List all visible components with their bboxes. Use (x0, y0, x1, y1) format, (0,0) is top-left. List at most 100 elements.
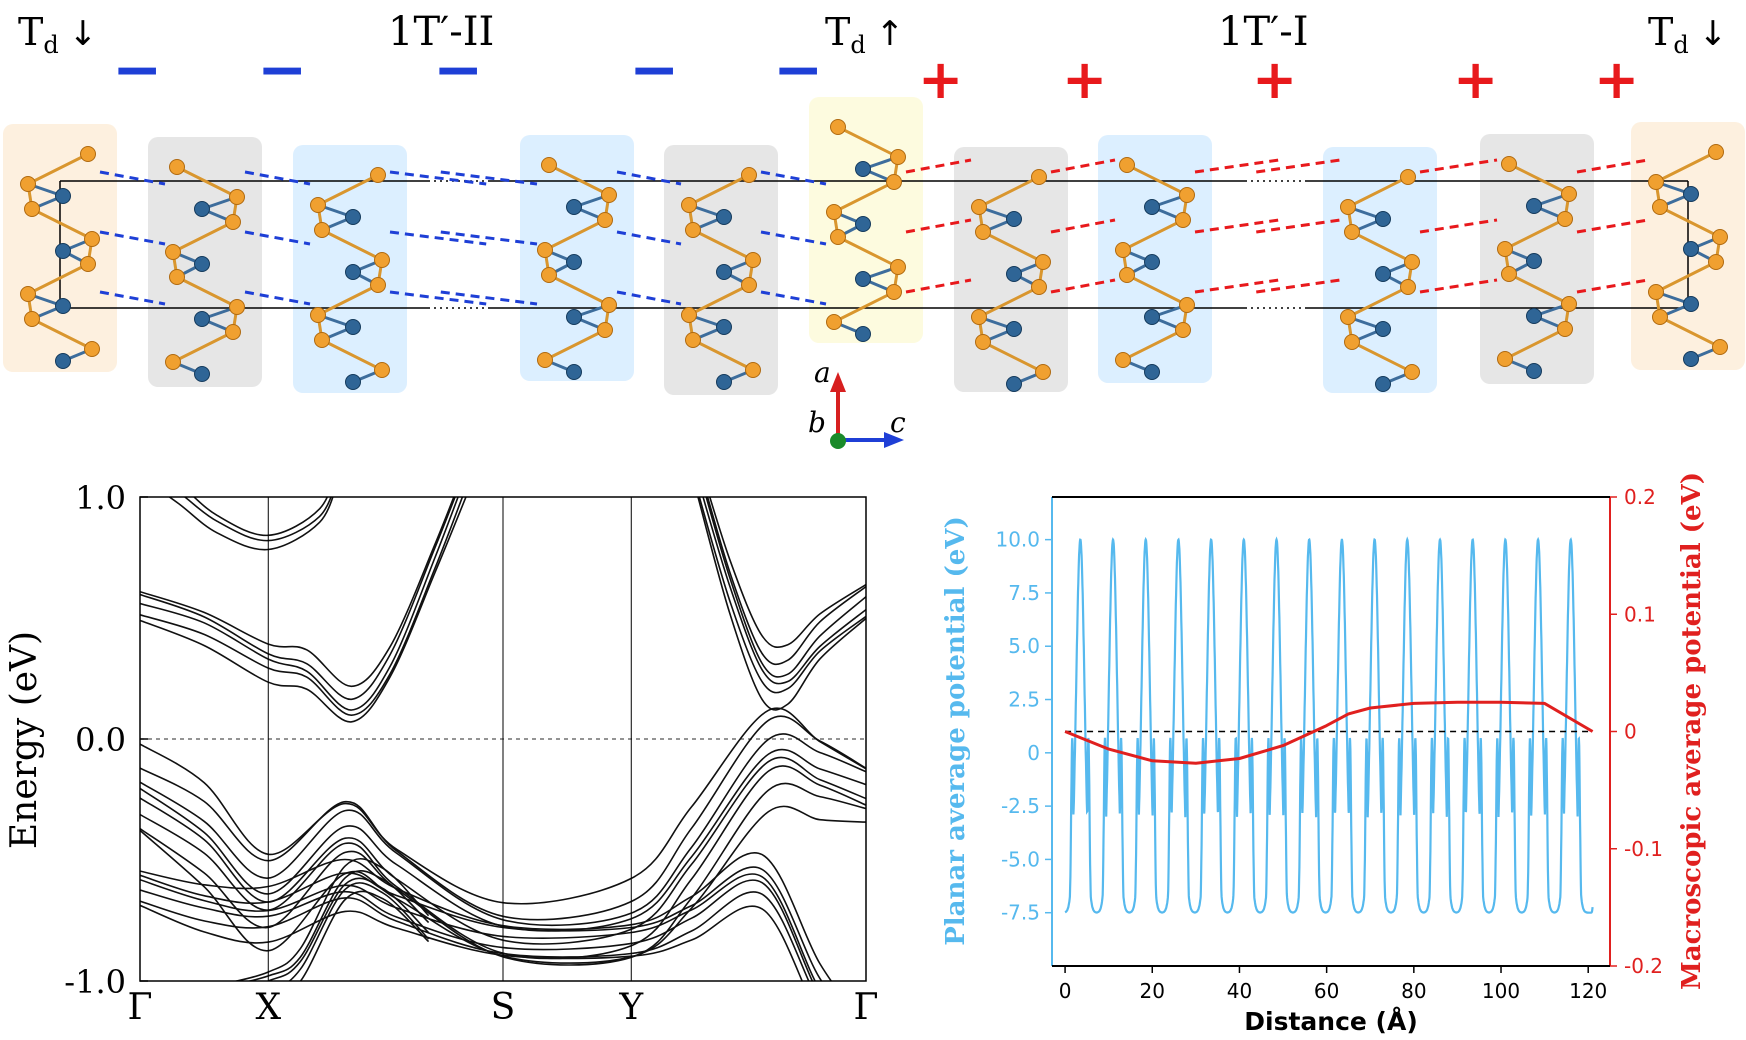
chalcogen-atom (1501, 156, 1517, 172)
k-point-label: X (255, 987, 281, 1028)
interlayer-bond (440, 170, 538, 186)
bond (1351, 340, 1413, 374)
chalcogen-atom (1648, 174, 1664, 190)
chalcogen-atom (681, 307, 697, 323)
chalcogen-atom (165, 244, 181, 260)
chalcogen-atom (310, 197, 326, 213)
bond (1659, 205, 1721, 239)
metal-atom (1144, 309, 1160, 325)
metal-atom (1144, 364, 1160, 380)
chalcogen-atom (741, 277, 757, 293)
bond (1504, 217, 1566, 251)
interlayer-bond (1576, 218, 1649, 234)
metal-atom (1144, 254, 1160, 270)
potential-lines (1064, 536, 1594, 914)
metal-atom (1526, 253, 1542, 269)
bond (544, 328, 606, 362)
macroscopic-potential-axis-label: Macroscopic average potential (eV) (1677, 472, 1707, 990)
layer-boxes (3, 97, 1745, 395)
bond (837, 235, 899, 269)
metal-atom (1526, 308, 1542, 324)
chalcogen-atom (80, 146, 96, 162)
chalcogen-atom (971, 309, 987, 325)
k-point-label: S (491, 987, 516, 1028)
band-conduction-upper (192, 497, 329, 537)
chalcogen-atom (1119, 267, 1135, 283)
metal-atom (345, 209, 361, 225)
band-conduction-right (702, 497, 866, 685)
layer-Td-down (1648, 144, 1728, 367)
chalcogen-atom (374, 252, 390, 268)
planar-potential-axis-label: Planar average potential (eV) (941, 516, 971, 946)
chalcogen-atom (229, 299, 245, 315)
bond (833, 180, 895, 214)
bond (548, 163, 610, 197)
bond (688, 283, 750, 317)
chalcogen-atom (165, 354, 181, 370)
chalcogen-atom (1712, 339, 1728, 355)
polarity-sign: + (1252, 48, 1297, 111)
interlayer-dashed-bonds (99, 158, 1649, 306)
distance-ticks: 0 20 40 60 80 100 120 (1059, 966, 1607, 1003)
k-point-label: Y (618, 987, 644, 1028)
chalcogen-atom (1561, 296, 1577, 312)
metal-atom (194, 256, 210, 272)
bond (1126, 273, 1188, 307)
interlayer-bond (905, 278, 972, 294)
macroscopic-tick-label: 0 (1624, 720, 1637, 744)
chalcogen-atom (370, 277, 386, 293)
band-conduction-upper (183, 497, 332, 542)
distance-tick-label: 100 (1482, 979, 1520, 1003)
chalcogen-atom (24, 201, 40, 217)
interlayer-bond (616, 290, 682, 306)
chalcogen-atom (826, 204, 842, 220)
polarity-sign: − (773, 35, 823, 105)
interlayer-bond (760, 290, 827, 306)
interlayer-bond (905, 158, 972, 174)
chalcogen-atom (541, 267, 557, 283)
interlayer-bond (244, 290, 311, 306)
chalcogen-atom (310, 307, 326, 323)
chalcogen-atom (84, 341, 100, 357)
metal-atom (345, 319, 361, 335)
layer-1T′-II (165, 159, 245, 382)
macroscopic-tick-label: 0.2 (1624, 485, 1656, 509)
chalcogen-atom (830, 229, 846, 245)
bond (31, 317, 93, 351)
band-steep-low (288, 882, 430, 981)
metal-atom (1006, 266, 1022, 282)
k-point-label: Γ (128, 987, 153, 1028)
chalcogen-atom (1340, 199, 1356, 215)
bond (27, 152, 89, 186)
planar-tick-label: 5.0 (1008, 634, 1040, 658)
distance-tick-label: 40 (1227, 979, 1252, 1003)
interlayer-bond (616, 170, 682, 186)
metal-atom (1375, 266, 1391, 282)
interlayer-bond (1050, 278, 1116, 294)
chalcogen-atom (1031, 169, 1047, 185)
atom-layers (20, 119, 1728, 392)
chalcogen-atom (80, 256, 96, 272)
chalcogen-atom (370, 167, 386, 183)
chalcogen-atom (1179, 297, 1195, 313)
bond (833, 290, 895, 324)
chalcogen-atom (597, 212, 613, 228)
macroscopic-tick-label: -0.1 (1624, 837, 1663, 861)
bond (1347, 175, 1409, 209)
axis-label-a: a (814, 356, 831, 389)
bond (1655, 260, 1717, 294)
layer-1T′-I (1497, 156, 1577, 379)
metal-atom (55, 298, 71, 314)
metal-atom (855, 216, 871, 232)
planar-potential-ticks: 10.0 7.5 5.0 2.5 0 -2.5 -5.0 -7.5 (995, 528, 1052, 925)
chalcogen-atom (886, 284, 902, 300)
bond (1347, 285, 1409, 319)
chalcogen-atom (1652, 309, 1668, 325)
distance-tick-label: 0 (1059, 979, 1072, 1003)
layer-Td-up (826, 119, 906, 342)
metal-atom (1526, 198, 1542, 214)
metal-atom (1006, 321, 1022, 337)
metal-atom (1683, 296, 1699, 312)
interlayer-bond (244, 230, 311, 246)
